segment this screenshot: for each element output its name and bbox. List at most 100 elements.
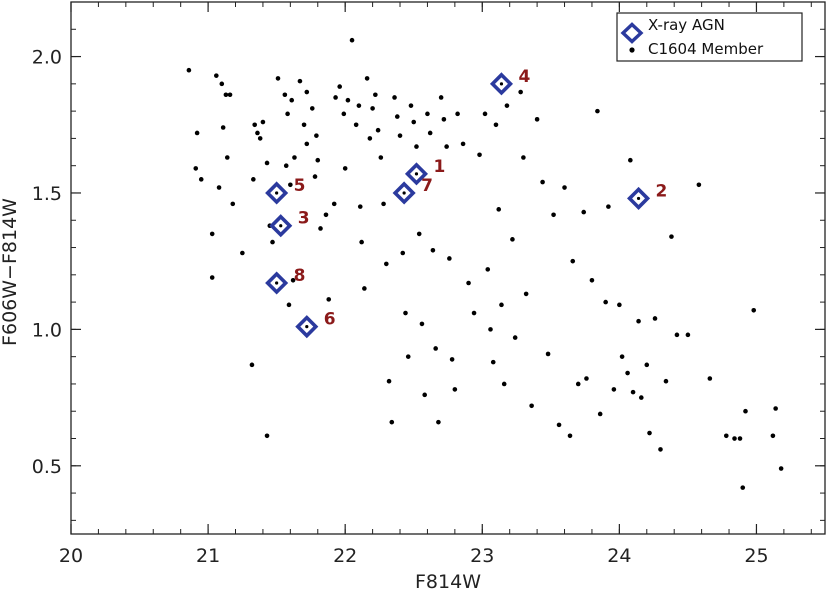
member-point bbox=[309, 106, 315, 111]
member-point bbox=[257, 136, 263, 141]
member-point bbox=[490, 359, 496, 365]
member-point bbox=[433, 346, 438, 351]
agn-center-dot bbox=[279, 224, 283, 228]
member-point bbox=[562, 185, 567, 190]
member-point bbox=[504, 103, 510, 108]
agn-label: 3 bbox=[298, 209, 310, 229]
member-point bbox=[617, 302, 622, 308]
agn-center-dot bbox=[414, 172, 419, 176]
member-point bbox=[312, 174, 318, 179]
member-point bbox=[773, 406, 778, 411]
member-point bbox=[510, 237, 515, 242]
member-point bbox=[356, 103, 362, 108]
member-point bbox=[770, 433, 776, 439]
member-point bbox=[301, 122, 307, 128]
y-tick-label: 1.0 bbox=[32, 319, 62, 341]
legend-diamond-icon bbox=[620, 22, 644, 44]
member-point bbox=[219, 81, 225, 87]
member-point bbox=[723, 433, 729, 439]
member-point bbox=[331, 201, 337, 207]
member-point bbox=[427, 130, 433, 136]
member-point bbox=[260, 119, 266, 125]
member-point bbox=[512, 335, 518, 340]
member-point bbox=[227, 92, 233, 98]
member-point bbox=[341, 111, 347, 117]
member-point bbox=[209, 231, 215, 237]
agn-label: 6 bbox=[324, 310, 336, 330]
x-tick-label: 22 bbox=[333, 545, 357, 567]
agn-label: 4 bbox=[518, 67, 530, 87]
member-point bbox=[529, 403, 534, 409]
member-point bbox=[636, 318, 641, 324]
member-point bbox=[252, 122, 258, 128]
x-tick-label: 25 bbox=[744, 545, 768, 567]
member-point bbox=[216, 185, 222, 190]
member-point bbox=[740, 485, 746, 490]
member-point bbox=[318, 226, 323, 231]
axis-ticks: 20 21 22 23 24 250.51.01.52.0 bbox=[32, 1, 825, 567]
member-point bbox=[466, 280, 471, 286]
member-point bbox=[619, 354, 625, 359]
member-point bbox=[430, 247, 436, 253]
member-point bbox=[638, 395, 644, 400]
member-point bbox=[255, 130, 260, 136]
member-point bbox=[389, 419, 395, 425]
member-point bbox=[751, 307, 757, 313]
member-point bbox=[249, 362, 255, 368]
agn-markers: 1 2 3 4 5 6 7 8 bbox=[265, 67, 668, 339]
member-point bbox=[482, 111, 488, 117]
member-point bbox=[400, 250, 406, 256]
member-point bbox=[394, 114, 400, 119]
member-point bbox=[264, 160, 270, 166]
member-point bbox=[198, 177, 204, 182]
member-point bbox=[647, 430, 652, 436]
member-point bbox=[496, 207, 502, 212]
agn-center-dot bbox=[275, 281, 279, 285]
member-point bbox=[581, 209, 587, 215]
agn-center-dot bbox=[636, 196, 641, 201]
member-point bbox=[297, 78, 303, 84]
member-point bbox=[414, 144, 419, 149]
member-point bbox=[282, 92, 288, 98]
member-point bbox=[534, 117, 540, 122]
member-point bbox=[264, 433, 270, 439]
member-point bbox=[323, 212, 329, 218]
member-point bbox=[425, 111, 430, 117]
member-point bbox=[349, 37, 355, 43]
agn-label: 5 bbox=[294, 176, 306, 196]
member-point bbox=[194, 130, 200, 136]
member-point bbox=[674, 332, 680, 338]
member-point bbox=[732, 436, 737, 441]
agn-label: 7 bbox=[421, 176, 433, 196]
member-point bbox=[422, 392, 427, 398]
member-point bbox=[378, 155, 384, 160]
member-point bbox=[367, 136, 373, 141]
member-point bbox=[663, 378, 669, 384]
member-point bbox=[214, 73, 219, 78]
member-point bbox=[342, 166, 348, 171]
member-point bbox=[370, 106, 375, 111]
member-point bbox=[501, 381, 507, 387]
member-point bbox=[392, 95, 397, 100]
member-point bbox=[589, 277, 595, 283]
member-point bbox=[209, 275, 215, 280]
y-tick-label: 0.5 bbox=[32, 456, 62, 478]
legend-box bbox=[616, 12, 803, 62]
member-point bbox=[696, 182, 702, 188]
member-point bbox=[669, 234, 674, 239]
member-point bbox=[381, 201, 386, 207]
member-point bbox=[540, 179, 545, 185]
x-axis-title: F814W bbox=[415, 571, 481, 593]
member-point bbox=[283, 163, 289, 168]
member-point bbox=[556, 422, 562, 428]
member-point bbox=[743, 408, 748, 414]
member-point bbox=[630, 389, 636, 395]
agn-label: 2 bbox=[656, 181, 668, 201]
member-point bbox=[408, 103, 414, 108]
x-tick-label: 21 bbox=[196, 545, 220, 567]
member-point bbox=[405, 354, 411, 359]
plot-area bbox=[70, 1, 826, 535]
member-point bbox=[337, 84, 342, 89]
member-point bbox=[386, 378, 392, 384]
member-point bbox=[438, 95, 444, 100]
